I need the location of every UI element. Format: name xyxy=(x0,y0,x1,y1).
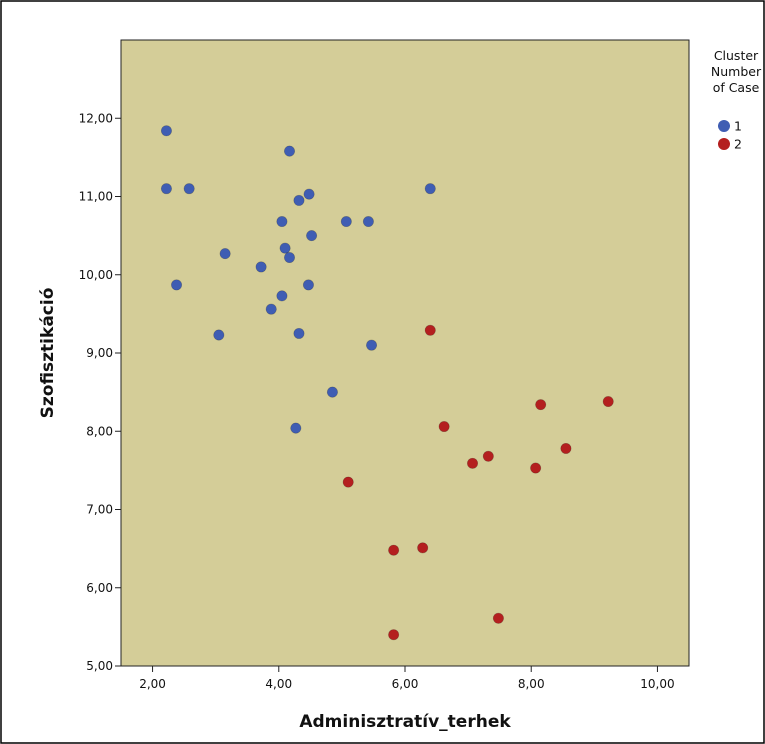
legend-label-cluster-2: 2 xyxy=(734,137,742,152)
cluster-1-point xyxy=(265,303,277,315)
cluster-2-point xyxy=(388,544,400,556)
cluster-2-point xyxy=(482,450,494,462)
cluster-1-point xyxy=(213,329,225,341)
cluster-2-point xyxy=(492,612,504,624)
cluster-2-point xyxy=(342,476,354,488)
x-tick-label: 8,00 xyxy=(518,677,545,691)
cluster-1-point xyxy=(284,252,296,264)
cluster-2-point xyxy=(560,442,572,454)
cluster-2-point xyxy=(467,457,479,469)
cluster-1-point xyxy=(255,261,267,273)
x-axis-title: Adminisztratív_terhek xyxy=(299,712,511,732)
cluster-1-point xyxy=(362,216,374,228)
cluster-2-point xyxy=(535,399,547,411)
cluster-1-point xyxy=(326,386,338,398)
y-tick-label: 12,00 xyxy=(79,111,113,125)
cluster-1-point xyxy=(276,216,288,228)
cluster-2-point xyxy=(417,542,429,554)
y-axis-title: Szofisztikáció xyxy=(38,288,58,419)
cluster-1-point xyxy=(302,279,314,291)
cluster-1-point xyxy=(183,183,195,195)
y-tick-label: 7,00 xyxy=(86,503,113,517)
cluster-1-point xyxy=(303,188,315,200)
x-tick-label: 4,00 xyxy=(265,677,292,691)
cluster-1-point xyxy=(290,422,302,434)
cluster-1-point xyxy=(366,339,378,351)
cluster-2-point xyxy=(530,462,542,474)
cluster-1-point xyxy=(293,327,305,339)
cluster-1-point xyxy=(279,242,291,254)
cluster-1-point xyxy=(160,125,172,137)
legend-title-line: Number xyxy=(711,64,762,79)
cluster-2-point xyxy=(424,324,436,336)
cluster-1-point xyxy=(160,183,172,195)
cluster-1-point xyxy=(424,183,436,195)
cluster-1-point xyxy=(340,216,352,228)
cluster-2-point xyxy=(438,421,450,433)
data-points xyxy=(160,125,614,641)
cluster-1-point xyxy=(171,279,183,291)
x-tick-label: 2,00 xyxy=(139,677,166,691)
cluster-1-point xyxy=(306,230,318,242)
legend-label-cluster-1: 1 xyxy=(734,119,742,134)
y-tick-label: 5,00 xyxy=(86,659,113,673)
x-tick-label: 10,00 xyxy=(640,677,674,691)
legend-title-line: of Case xyxy=(713,80,760,95)
y-tick-label: 11,00 xyxy=(79,190,113,204)
y-axis: 5,00 6,00 7,00 8,00 9,00 10,00 11,00 12,00 xyxy=(79,111,121,673)
x-axis: 2,00 4,00 6,00 8,00 10,00 xyxy=(139,666,675,691)
cluster-2-point xyxy=(388,629,400,641)
cluster-2-point xyxy=(602,396,614,408)
cluster-1-point xyxy=(219,248,231,260)
y-tick-label: 10,00 xyxy=(79,268,113,282)
cluster-1-point xyxy=(276,290,288,302)
cluster-1-point xyxy=(293,194,305,206)
legend-title-line: Cluster xyxy=(714,48,759,63)
x-tick-label: 6,00 xyxy=(392,677,419,691)
y-tick-label: 8,00 xyxy=(86,424,113,438)
cluster-1-point xyxy=(284,145,296,157)
plot-area xyxy=(120,39,690,667)
y-tick-label: 9,00 xyxy=(86,346,113,360)
legend-marker-cluster-1 xyxy=(718,120,730,132)
y-tick-label: 6,00 xyxy=(86,581,113,595)
legend-marker-cluster-2 xyxy=(718,138,730,150)
